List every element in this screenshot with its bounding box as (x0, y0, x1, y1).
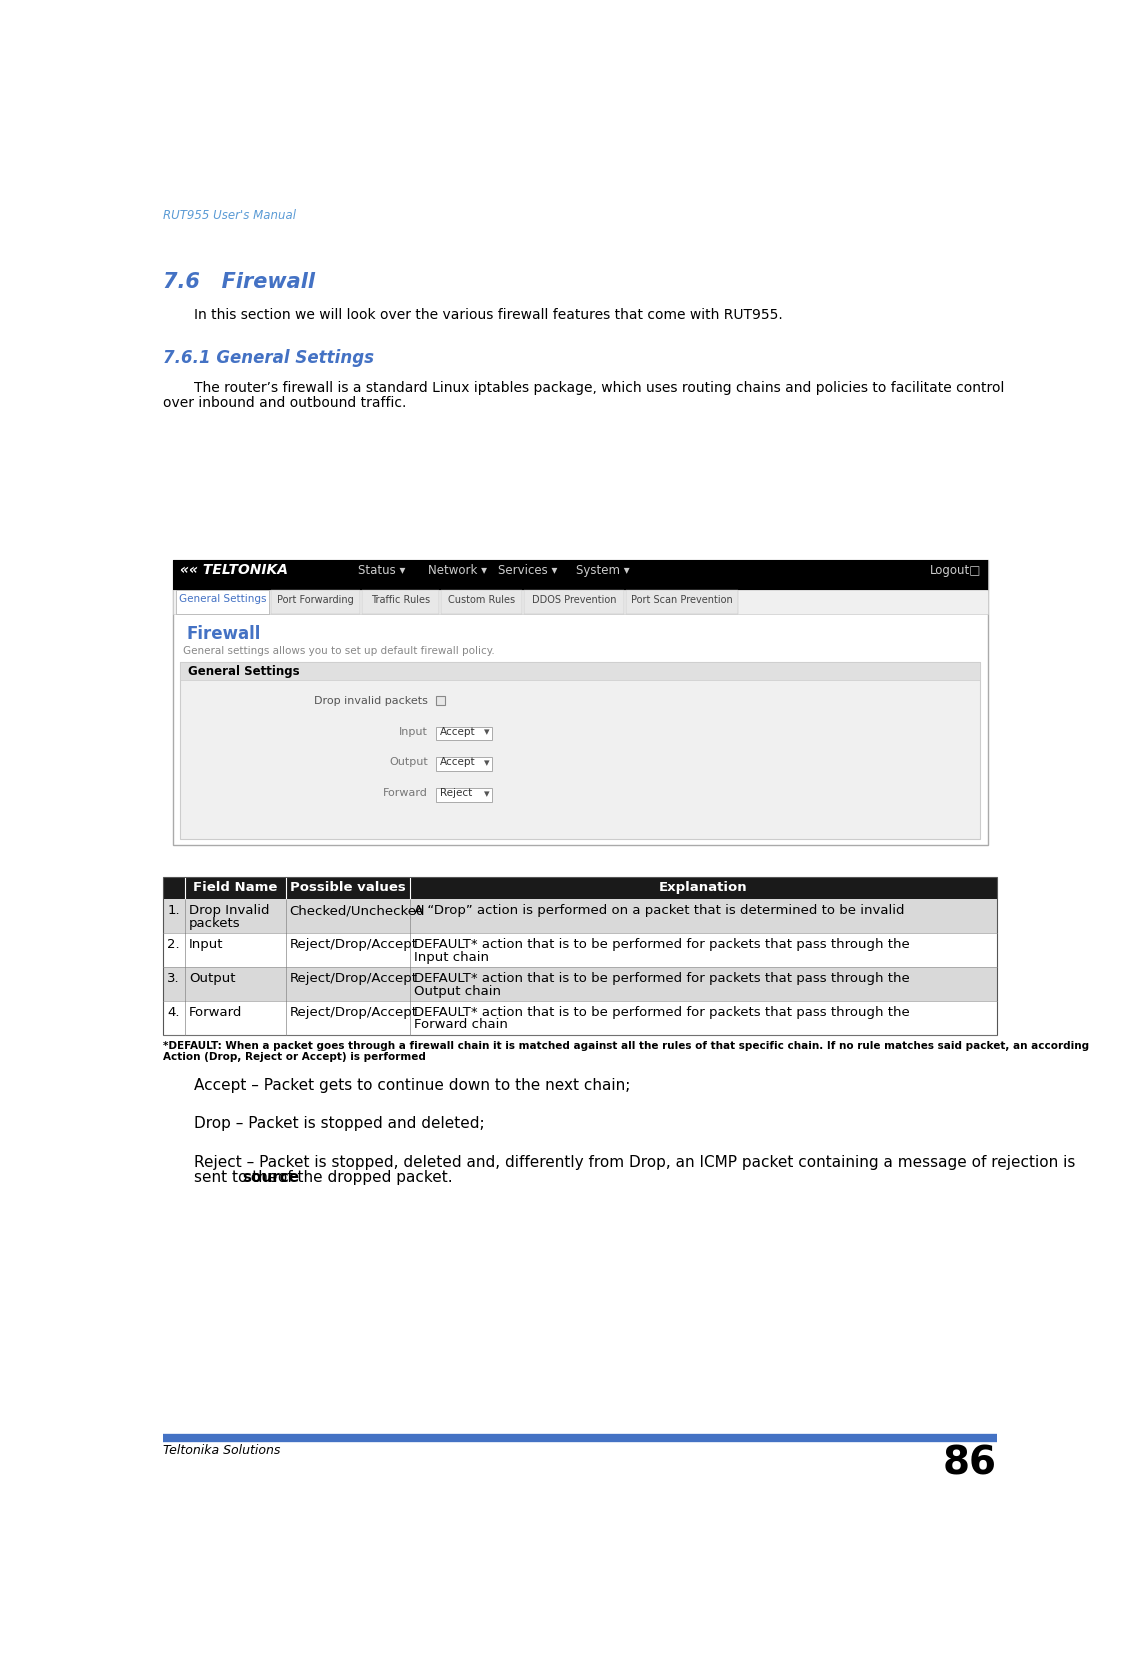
Text: A “Drop” action is performed on a packet that is determined to be invalid: A “Drop” action is performed on a packet… (413, 904, 904, 917)
Text: 2.: 2. (168, 939, 180, 952)
Text: DEFAULT* action that is to be performed for packets that pass through the: DEFAULT* action that is to be performed … (413, 972, 909, 985)
Text: Services ▾: Services ▾ (498, 564, 557, 577)
Text: Reject/Drop/Accept: Reject/Drop/Accept (290, 939, 418, 952)
Text: sent to the: sent to the (195, 1170, 283, 1185)
Text: Drop invalid packets: Drop invalid packets (315, 696, 428, 706)
Text: Possible values: Possible values (290, 881, 405, 894)
Bar (172, 560, 988, 590)
Bar (626, 590, 738, 615)
Text: ▾: ▾ (483, 727, 489, 737)
Text: Accept – Packet gets to continue down to the next chain;: Accept – Packet gets to continue down to… (195, 1078, 631, 1093)
Bar (172, 590, 988, 615)
Text: Output chain: Output chain (413, 985, 500, 997)
Bar (524, 590, 625, 615)
Bar (163, 878, 997, 899)
Text: of the dropped packet.: of the dropped packet. (273, 1170, 453, 1185)
Text: Forward: Forward (384, 788, 428, 798)
Bar (163, 967, 997, 1000)
Text: General Settings: General Settings (179, 593, 267, 603)
Text: Firewall: Firewall (187, 625, 260, 643)
Text: Forward: Forward (189, 1007, 242, 1020)
Text: over inbound and outbound traffic.: over inbound and outbound traffic. (163, 397, 406, 410)
Text: The router’s firewall is a standard Linux iptables package, which uses routing c: The router’s firewall is a standard Linu… (195, 380, 1004, 395)
Bar (436, 696, 445, 706)
Text: Checked/Unchecked: Checked/Unchecked (290, 904, 424, 917)
Bar (163, 878, 997, 1035)
Bar (436, 788, 491, 802)
Bar (180, 661, 980, 681)
Bar (361, 590, 439, 615)
Text: ▾: ▾ (483, 788, 489, 798)
Text: Accept: Accept (440, 757, 475, 767)
Text: Reject: Reject (440, 788, 472, 798)
Text: 3.: 3. (168, 972, 180, 985)
Text: System ▾: System ▾ (575, 564, 629, 577)
Bar (436, 757, 491, 772)
Text: Field Name: Field Name (194, 881, 277, 894)
Text: DEFAULT* action that is to be performed for packets that pass through the: DEFAULT* action that is to be performed … (413, 939, 909, 952)
Text: General Settings: General Settings (188, 665, 300, 678)
Text: source: source (242, 1170, 300, 1185)
Text: Port Forwarding: Port Forwarding (277, 595, 354, 605)
Bar (271, 590, 360, 615)
Text: Explanation: Explanation (659, 881, 748, 894)
Text: Accept: Accept (440, 727, 475, 737)
Text: Reject – Packet is stopped, deleted and, differently from Drop, an ICMP packet c: Reject – Packet is stopped, deleted and,… (195, 1155, 1075, 1170)
Bar (172, 560, 988, 845)
Text: ▾: ▾ (483, 759, 489, 769)
Text: Custom Rules: Custom Rules (448, 595, 515, 605)
Text: Network ▾: Network ▾ (428, 564, 487, 577)
Text: Teltonika Solutions: Teltonika Solutions (163, 1445, 281, 1458)
Text: Input chain: Input chain (413, 950, 489, 964)
Bar (163, 899, 997, 932)
Text: Port Scan Prevention: Port Scan Prevention (632, 595, 732, 605)
Bar (163, 932, 997, 967)
Text: Status ▾: Status ▾ (359, 564, 406, 577)
Text: *DEFAULT: When a packet goes through a firewall chain it is matched against all : *DEFAULT: When a packet goes through a f… (163, 1041, 1089, 1051)
Text: RUT955 User's Manual: RUT955 User's Manual (163, 210, 297, 222)
Text: Action (Drop, Reject or Accept) is performed: Action (Drop, Reject or Accept) is perfo… (163, 1051, 426, 1061)
Text: Input: Input (400, 727, 428, 737)
Text: packets: packets (189, 917, 240, 929)
Text: In this section we will look over the various firewall features that come with R: In this section we will look over the va… (195, 309, 783, 322)
Text: Drop Invalid: Drop Invalid (189, 904, 269, 917)
Text: 7.6.1 General Settings: 7.6.1 General Settings (163, 349, 375, 367)
Text: Input: Input (189, 939, 223, 952)
Text: DEFAULT* action that is to be performed for packets that pass through the: DEFAULT* action that is to be performed … (413, 1007, 909, 1020)
Text: Output: Output (189, 972, 235, 985)
Text: Logout□: Logout□ (931, 564, 981, 577)
Bar (180, 661, 980, 840)
Text: Forward chain: Forward chain (413, 1018, 507, 1031)
Text: 7.6   Firewall: 7.6 Firewall (163, 271, 315, 291)
Text: 86: 86 (943, 1445, 997, 1483)
Bar (440, 590, 522, 615)
Text: 1.: 1. (168, 904, 180, 917)
Text: General settings allows you to set up default firewall policy.: General settings allows you to set up de… (183, 646, 495, 656)
Bar (436, 727, 491, 741)
Text: «« TELTONIKA: «« TELTONIKA (180, 562, 289, 577)
Bar (163, 1000, 997, 1035)
Text: DDOS Prevention: DDOS Prevention (532, 595, 616, 605)
Text: Traffic Rules: Traffic Rules (371, 595, 430, 605)
Text: Reject/Drop/Accept: Reject/Drop/Accept (290, 1007, 418, 1020)
Bar (177, 590, 269, 615)
Text: Drop – Packet is stopped and deleted;: Drop – Packet is stopped and deleted; (195, 1116, 484, 1131)
Text: 4.: 4. (168, 1007, 180, 1020)
Text: Reject/Drop/Accept: Reject/Drop/Accept (290, 972, 418, 985)
Text: Output: Output (389, 757, 428, 767)
